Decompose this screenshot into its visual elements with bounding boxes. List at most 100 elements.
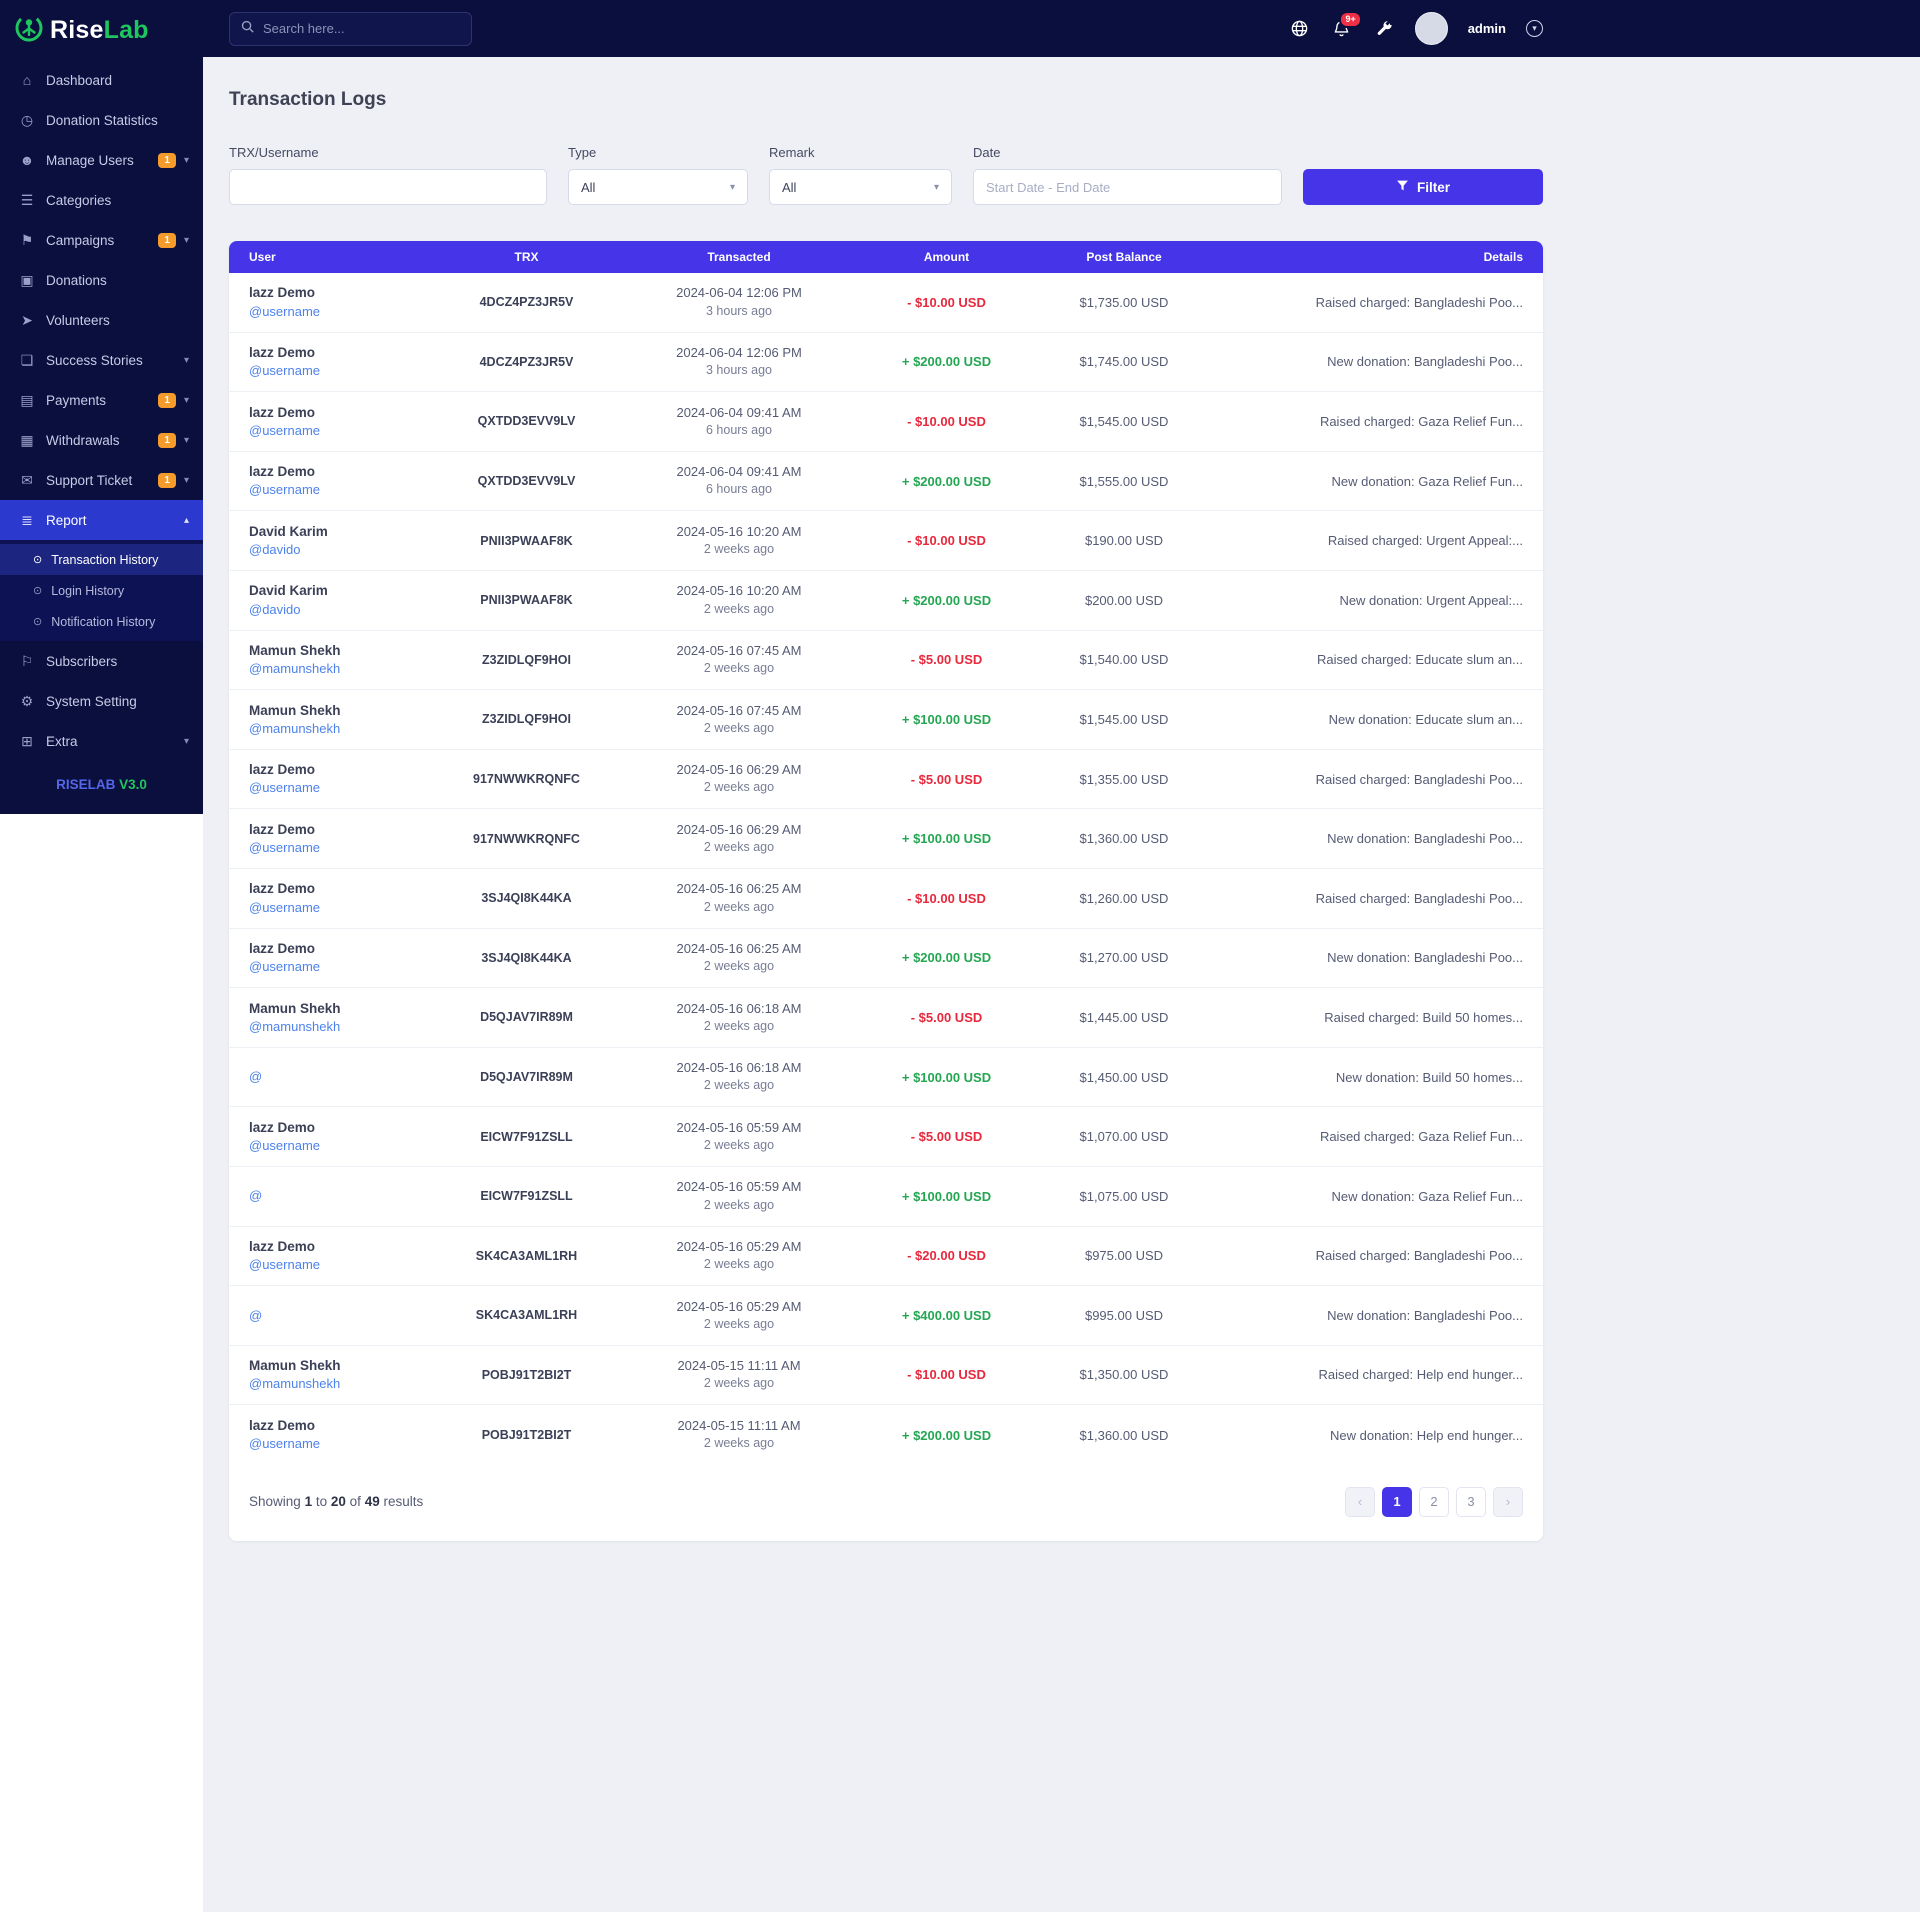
pagination-prev-button[interactable]: ‹	[1345, 1486, 1375, 1517]
sidebar-item-manage-users[interactable]: ☻ Manage Users 1 ▾	[0, 140, 203, 180]
sidebar-item-donation-statistics[interactable]: ◷ Donation Statistics	[0, 100, 203, 140]
filter-button[interactable]: Filter	[1303, 169, 1543, 205]
chevron-down-icon: ▾	[183, 474, 189, 486]
details-text: Raised charged: Bangladeshi Poo...	[1315, 1248, 1523, 1264]
user-name-label[interactable]: admin	[1467, 21, 1506, 36]
brand-logo[interactable]: RiseLab	[0, 0, 203, 60]
chevron-down-icon[interactable]: ▾	[1526, 20, 1543, 37]
ticket-icon: ✉	[21, 471, 33, 488]
table-body: lazz Demo @username 4DCZ4PZ3JR5V 2024-06…	[229, 273, 1543, 1465]
username-link[interactable]: @username	[249, 839, 321, 855]
username-link[interactable]: @username	[249, 1137, 321, 1153]
sidebar-item-system-setting[interactable]: ⚙ System Setting	[0, 681, 203, 721]
sidebar-item-payments[interactable]: ▤ Payments 1 ▾	[0, 380, 203, 420]
username-link[interactable]: @	[249, 1188, 263, 1204]
sidebar-item-support-ticket[interactable]: ✉ Support Ticket 1 ▾	[0, 460, 203, 500]
pagination-next-button[interactable]: ›	[1493, 1486, 1523, 1517]
sidebar-subitem-notification-history[interactable]: ⊙ Notification History	[0, 606, 203, 637]
sidebar-item-label: Success Stories	[46, 352, 143, 368]
user-name: Mamun Shekh	[249, 1358, 341, 1374]
post-balance: $1,540.00 USD	[1079, 652, 1169, 668]
username-link[interactable]: @username	[249, 482, 321, 498]
left-column: RiseLab ⌂ Dashboard ◷ Donation Statistic…	[0, 0, 203, 1912]
post-balance: $1,450.00 USD	[1079, 1069, 1169, 1085]
globe-icon[interactable]	[1289, 18, 1311, 40]
date-field: Date	[973, 145, 1282, 205]
date-range-input[interactable]	[973, 169, 1282, 205]
username-link[interactable]: @username	[249, 959, 321, 975]
sidebar-item-extra[interactable]: ⊞ Extra ▾	[0, 721, 203, 761]
username-link[interactable]: @	[249, 1307, 263, 1323]
post-balance: $1,545.00 USD	[1079, 413, 1169, 429]
sidebar-item-donations[interactable]: ▣ Donations	[0, 260, 203, 300]
table-row: lazz Demo @username 917NWWKRQNFC 2024-05…	[229, 749, 1543, 810]
trx-code: SK4CA3AML1RH	[475, 1308, 578, 1323]
sidebar-subitem-transaction-history[interactable]: ⊙ Transaction History	[0, 544, 203, 575]
table-row: lazz Demo @username POBJ91T2BI2T 2024-05…	[229, 1405, 1543, 1465]
transacted-date: 2024-05-16 10:20 AM	[676, 583, 802, 599]
wrench-icon[interactable]	[1373, 18, 1395, 40]
pagination-page-2[interactable]: 2	[1419, 1486, 1449, 1517]
username-link[interactable]: @davido	[249, 601, 301, 617]
pagination-page-3[interactable]: 3	[1456, 1486, 1486, 1517]
pagination-page-1[interactable]: 1	[1382, 1486, 1412, 1517]
post-balance: $1,270.00 USD	[1079, 950, 1169, 966]
user-name: David Karim	[249, 523, 328, 539]
sidebar: RiseLab ⌂ Dashboard ◷ Donation Statistic…	[0, 0, 203, 814]
post-balance: $1,350.00 USD	[1079, 1367, 1169, 1383]
search-input[interactable]	[263, 21, 461, 36]
type-select[interactable]: All ▾	[568, 169, 748, 205]
sidebar-item-report[interactable]: ≣ Report ▴	[0, 500, 203, 540]
amount: - $10.00 USD	[907, 890, 986, 906]
sidebar-subitem-login-history[interactable]: ⊙ Login History	[0, 575, 203, 606]
table-row: Mamun Shekh @mamunshekh D5QJAV7IR89M 202…	[229, 988, 1543, 1048]
trx-code: PNII3PWAAF8K	[480, 593, 573, 608]
amount: - $5.00 USD	[910, 771, 983, 787]
table-row: David Karim @davido PNII3PWAAF8K 2024-05…	[229, 511, 1543, 571]
sidebar-item-label: Subscribers	[46, 653, 118, 669]
categories-icon: ☰	[20, 191, 34, 208]
transacted-ago: 2 weeks ago	[703, 1137, 775, 1152]
date-label: Date	[973, 145, 1001, 160]
sidebar-item-campaigns[interactable]: ⚑ Campaigns 1 ▾	[0, 220, 203, 260]
sidebar-item-categories[interactable]: ☰ Categories	[0, 180, 203, 220]
username-link[interactable]: @username	[249, 363, 321, 379]
sidebar-item-success-stories[interactable]: ❏ Success Stories ▾	[0, 340, 203, 380]
search-box[interactable]	[229, 11, 472, 46]
avatar[interactable]	[1414, 12, 1448, 45]
amount: + $400.00 USD	[901, 1307, 992, 1323]
username-link[interactable]: @mamunshekh	[249, 1376, 341, 1392]
details-text: New donation: Educate slum an...	[1328, 711, 1523, 727]
username-link[interactable]: @mamunshekh	[249, 1018, 341, 1034]
stories-icon: ❏	[20, 351, 34, 368]
transacted-date: 2024-05-16 05:29 AM	[676, 1298, 802, 1314]
table-row: @ EICW7F91ZSLL 2024-05-16 05:59 AM 2 wee…	[229, 1166, 1543, 1227]
username-link[interactable]: @mamunshekh	[249, 720, 341, 736]
details-text: New donation: Bangladeshi Poo...	[1327, 831, 1523, 847]
transacted-date: 2024-05-16 05:59 AM	[676, 1179, 802, 1195]
username-link[interactable]: @username	[249, 780, 321, 796]
amount: - $5.00 USD	[910, 1009, 983, 1025]
campaign-icon: ⚑	[20, 231, 34, 248]
sidebar-subitem-label: Notification History	[51, 614, 156, 629]
username-link[interactable]: @	[249, 1069, 263, 1085]
transacted-ago: 2 weeks ago	[703, 1316, 775, 1331]
username-link[interactable]: @username	[249, 1257, 321, 1273]
remark-select[interactable]: All ▾	[769, 169, 952, 205]
sidebar-item-withdrawals[interactable]: ▦ Withdrawals 1 ▾	[0, 420, 203, 460]
username-link[interactable]: @username	[249, 422, 321, 438]
username-link[interactable]: @davido	[249, 542, 301, 557]
username-link[interactable]: @mamunshekh	[249, 661, 341, 677]
bell-icon[interactable]: 9+	[1331, 10, 1362, 40]
details-text: Raised charged: Urgent Appeal:...	[1327, 533, 1523, 549]
sidebar-item-volunteers[interactable]: ➤ Volunteers	[0, 300, 203, 340]
column-header-post-balance: Post Balance	[1086, 250, 1162, 264]
trx-username-field: TRX/Username	[229, 145, 547, 205]
username-link[interactable]: @username	[249, 303, 321, 319]
sidebar-item-dashboard[interactable]: ⌂ Dashboard	[0, 60, 203, 100]
username-link[interactable]: @username	[249, 1436, 321, 1452]
username-link[interactable]: @username	[249, 899, 321, 915]
notification-count-badge: 1	[158, 432, 176, 448]
trx-username-input[interactable]	[229, 169, 547, 205]
sidebar-item-subscribers[interactable]: ⚐ Subscribers	[0, 641, 203, 681]
